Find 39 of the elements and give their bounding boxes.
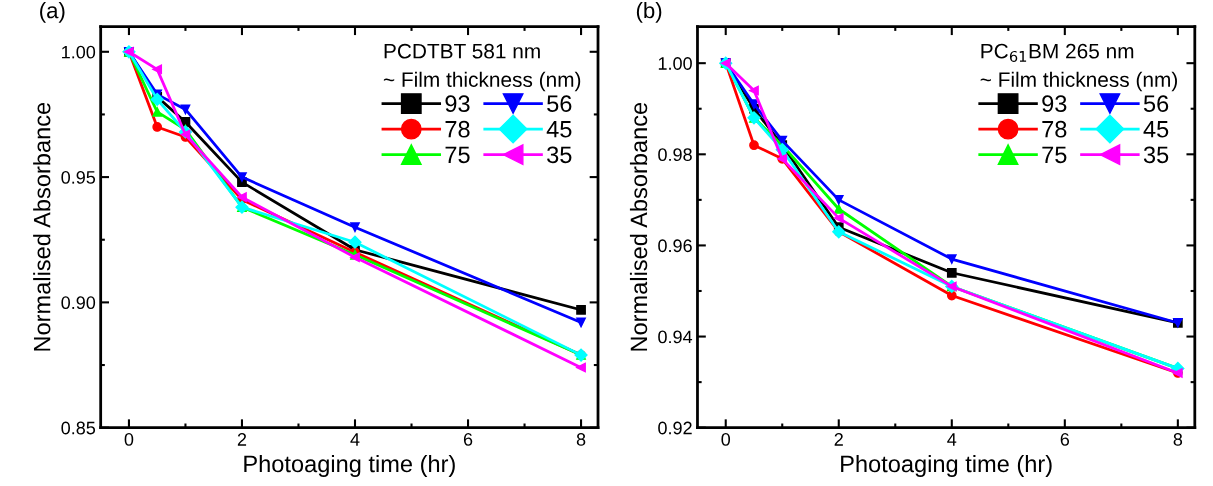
y-tick-label: 0.85 [61, 421, 96, 435]
y-tick-label: 0.94 [658, 330, 693, 344]
legend-label: 45 [1143, 121, 1169, 138]
y-tick-label: 0.96 [658, 239, 692, 253]
y-axis-title: Normalised Absorbance [33, 102, 51, 351]
legend-label: 93 [1042, 95, 1067, 113]
legend-label: 78 [445, 120, 470, 138]
y-tick-label: 0.90 [61, 296, 96, 310]
legend-label: 78 [1042, 120, 1067, 138]
x-tick-label: 8 [1173, 433, 1183, 446]
text: (a) [40, 2, 65, 23]
y-tick-label: 1.00 [658, 57, 692, 70]
legend-label: 35 [1143, 146, 1169, 164]
legend-title: PCDTBT 581 nm ~ Film thickness (nm) [383, 43, 581, 92]
legend-label: 45 [546, 121, 572, 138]
x-tick-label: 2 [834, 433, 843, 446]
x-tick-label: 4 [350, 433, 360, 446]
x-tick-label: 6 [1060, 433, 1070, 446]
legend-label: 56 [547, 95, 572, 113]
x-tick-label: 2 [237, 433, 247, 446]
x-tick-label: 4 [947, 433, 957, 446]
legend-label: 75 [445, 146, 470, 164]
legend-label: 35 [547, 146, 572, 164]
legend-label: 56 [1143, 95, 1169, 113]
x-axis-title: Photoaging time (hr) [841, 454, 1052, 477]
legend-label: 75 [1042, 146, 1067, 164]
x-tick-label: 0 [721, 433, 731, 446]
x-tick-label: 0 [124, 433, 134, 446]
y-axis-title: Normalised Absorbance [629, 102, 648, 351]
x-axis-title: Photoaging time (hr) [244, 454, 455, 477]
legend-title: PC$_{61}$BM 265 nm ~ Film thickness (nm) [980, 43, 1177, 92]
x-tick-label: 8 [576, 433, 586, 446]
legend-label: 93 [445, 95, 470, 113]
y-tick-label: 0.95 [61, 171, 96, 184]
y-tick-label: 1.00 [62, 45, 96, 59]
y-tick-label: 0.92 [658, 421, 692, 435]
x-tick-label: 6 [463, 433, 473, 446]
text: (b) [636, 2, 662, 23]
y-tick-label: 0.98 [658, 148, 692, 162]
